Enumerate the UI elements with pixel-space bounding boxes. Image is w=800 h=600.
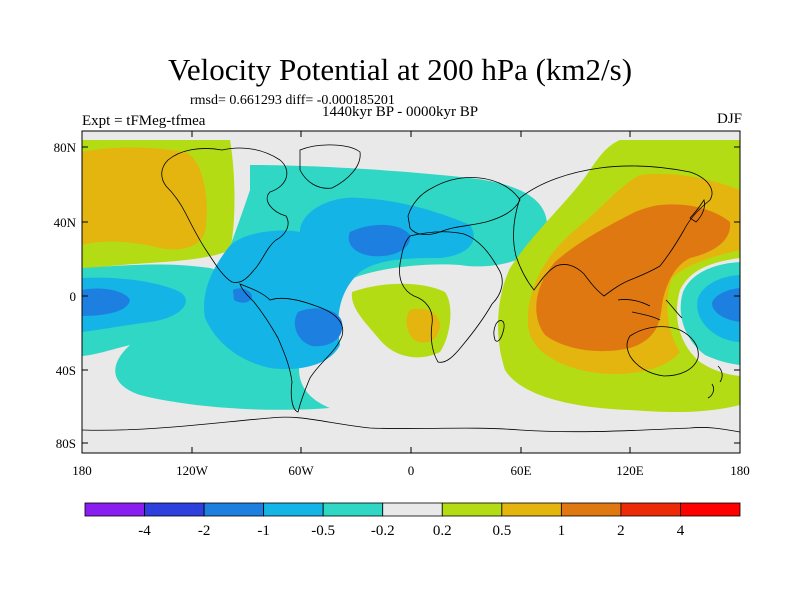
lat-labels: 80N 40N 0 40S 80S [54,140,77,451]
colorbar-box [322,502,384,517]
lat-label: 80S [56,436,76,451]
coast-africa [399,231,503,363]
colorbar-box [84,502,145,517]
stats-text: rmsd= 0.661293 diff= -0.000185201 [190,93,395,108]
lat-label: 40S [56,363,76,378]
coast-japan [689,199,705,223]
lon-labels: 180 120W 60W 0 60E 120E 180 [72,463,750,478]
lat-label: 0 [70,289,77,304]
experiment-text: Expt = tFMeg-tfmea [82,113,206,129]
colorbar-box [620,502,681,517]
region-blue-atlantic [348,224,411,257]
region-blue-west [82,288,130,316]
coast-antarctica [82,416,740,433]
colorbar-label: -1 [257,523,270,539]
lat-label: 80N [54,140,77,155]
region-blue-east [712,288,740,322]
colorbar-box [501,502,562,517]
tick-marks [81,131,741,453]
contour-field [82,131,740,453]
colorbar-box [203,502,265,517]
lon-label: 60E [511,463,532,478]
coast-asia [512,165,713,297]
coast-greenland [299,144,361,189]
colorbar-label: 2 [617,523,625,539]
lat-label: 40N [54,215,77,230]
map-title: Velocity Potential at 200 hPa (km2/s) [167,52,633,87]
colorbar-label: -2 [198,523,211,539]
colorbar-label: 0.2 [433,523,452,539]
lon-label: 0 [408,463,415,478]
colorbar-box [441,502,503,517]
colorbar-box [263,502,324,517]
period-text: 1440kyr BP - 0000kyr BP [322,104,479,120]
region-blue-amazon [294,308,343,347]
region-gold-nw [82,147,207,250]
colorbar-box [680,502,741,517]
colorbar-labels: -4 -2 -1 -0.5 -0.2 0.2 0.5 1 2 4 [138,523,684,539]
region-blue-caribbean [233,288,252,303]
region-gold-africa [406,308,440,343]
colorbar-label: 4 [677,523,685,539]
coast-south-america [239,283,344,413]
lon-label: 180 [730,463,750,478]
colorbar-label: -0.5 [311,523,335,539]
coast-indonesia [617,299,683,321]
coastlines [82,144,740,433]
colorbar-box [144,502,205,517]
lon-label: 120W [176,463,209,478]
coast-australia [626,326,699,377]
region-orange-east [536,204,731,352]
colorbar-label: 1 [558,523,566,539]
season-text: DJF [716,111,742,127]
lon-label: 180 [72,463,92,478]
colorbar-box [560,502,622,517]
coast-north-america [161,147,289,283]
colorbar-label: -0.2 [371,523,395,539]
colorbar-label: -4 [138,523,151,539]
lon-label: 120E [616,463,644,478]
colorbar-label: 0.5 [492,523,511,539]
lon-label: 60W [288,463,314,478]
coast-madagascar [493,320,505,342]
colorbar [84,502,741,517]
coast-new-zealand [707,365,723,399]
colorbar-box [382,502,443,517]
